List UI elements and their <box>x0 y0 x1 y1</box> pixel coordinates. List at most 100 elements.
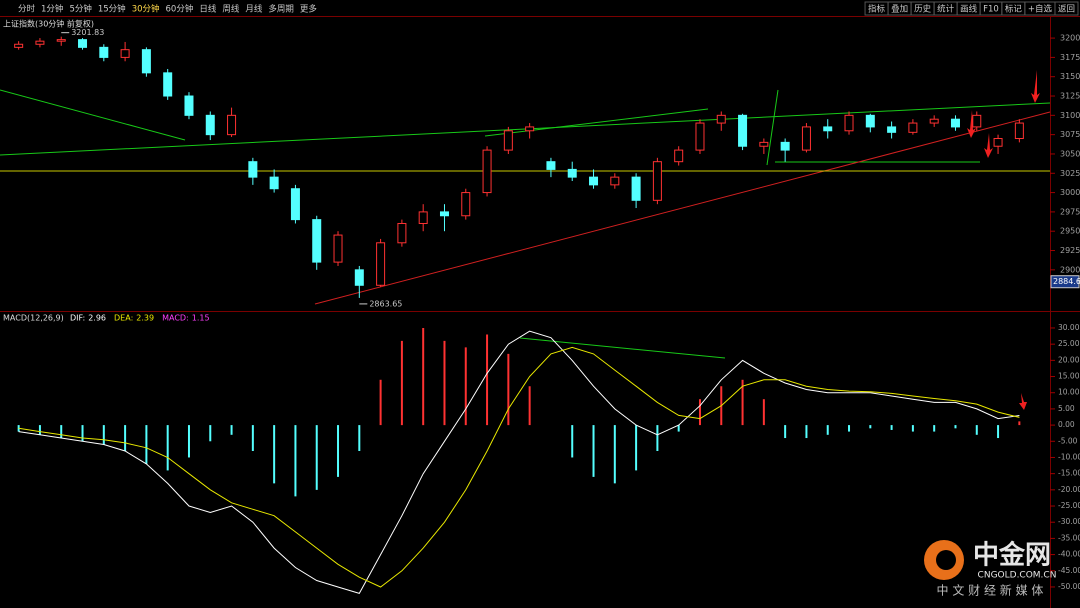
brand: 中金网 <box>973 540 1051 571</box>
candle-body <box>290 188 300 221</box>
y-tick-label: 20.00 <box>1058 355 1080 364</box>
candle-body <box>546 161 556 170</box>
arrow <box>984 133 993 158</box>
candle-body <box>674 149 684 163</box>
macd-line <box>18 330 1020 594</box>
y-tick-label: 15.00 <box>1058 372 1080 381</box>
legend-name: MACD: <box>162 314 189 323</box>
y-tick-label: -40.00 <box>1058 550 1080 559</box>
tool-button[interactable]: 叠加 <box>891 4 908 15</box>
y-tick-label: 0.00 <box>1058 420 1075 429</box>
candle-body <box>461 192 471 217</box>
y-tick-label: 3100 <box>1060 111 1080 120</box>
period-tab[interactable]: 60分钟 <box>166 4 194 15</box>
candle-body <box>631 176 641 201</box>
period-tab[interactable]: 多周期 <box>268 4 294 15</box>
period-tab[interactable]: 5分钟 <box>69 4 91 15</box>
annotation-label: 3201.83 <box>71 28 104 37</box>
legend-value: 1.15 <box>192 314 210 323</box>
candle-body <box>312 219 322 263</box>
y-tick-label: 2975 <box>1060 207 1080 216</box>
chart-title: 上证指数(30分钟 前复权) <box>3 19 94 29</box>
y-tick-label: 3200 <box>1060 34 1080 43</box>
legend-name: DIF: <box>70 314 85 323</box>
candle-body <box>35 40 45 45</box>
trend-line <box>484 108 709 137</box>
period-tab[interactable]: 周线 <box>222 4 240 15</box>
trend-line <box>314 111 1051 305</box>
candle-body <box>333 234 343 263</box>
trend-line <box>0 102 1051 156</box>
tool-button[interactable]: 返回 <box>1058 4 1075 15</box>
candle-body <box>1014 122 1024 140</box>
candle-body <box>120 49 130 58</box>
y-tick-label: 3150 <box>1060 72 1080 81</box>
candle-body <box>823 126 833 132</box>
tool-button[interactable]: +自选 <box>1028 4 1053 15</box>
tool-button[interactable]: 统计 <box>937 4 955 15</box>
trend-line <box>0 89 186 141</box>
slogan: 中 文 财 经 新 媒 体 <box>937 583 1044 598</box>
candle-body <box>887 126 897 133</box>
candle-body <box>184 95 194 116</box>
y-tick-label: -35.00 <box>1058 533 1080 542</box>
watermark: 中金网 CNGOLD.COM.CN 中 文 财 经 新 媒 体 <box>924 540 1056 598</box>
candle-body <box>248 161 258 178</box>
y-tick-label: 3075 <box>1060 130 1080 139</box>
y-tick-label: -45.00 <box>1058 566 1080 575</box>
tool-button[interactable]: 指标 <box>868 4 886 15</box>
candle-body <box>376 242 386 286</box>
candle-body <box>14 43 24 48</box>
y-tick-label: 2950 <box>1060 227 1080 236</box>
candle-body <box>163 72 173 97</box>
arrow <box>1031 70 1040 103</box>
candle-body <box>908 122 918 133</box>
candle-body <box>780 141 790 151</box>
candle-body <box>269 176 279 190</box>
logo <box>936 550 956 570</box>
legend-name: DEA: <box>114 314 133 323</box>
candle-body <box>716 114 726 124</box>
candle-body <box>439 211 449 217</box>
tool-button[interactable]: 历史 <box>914 4 932 15</box>
y-tick-label: -15.00 <box>1058 469 1080 478</box>
period-tab[interactable]: 更多 <box>300 4 318 15</box>
candle-body <box>525 126 535 132</box>
period-tab[interactable]: 分时 <box>18 4 36 15</box>
y-tick-label: -50.00 <box>1058 582 1080 591</box>
candle-body <box>205 114 215 136</box>
candle-body <box>56 39 66 42</box>
candle-body <box>929 118 939 124</box>
macd-line <box>18 346 1020 588</box>
arrow <box>1019 393 1027 410</box>
candle-body <box>610 176 620 186</box>
period-tab[interactable]: 日线 <box>199 4 217 15</box>
y-tick-label: 3125 <box>1060 92 1080 101</box>
y-tick-label: 3175 <box>1060 53 1080 62</box>
period-tab[interactable]: 月线 <box>245 4 263 15</box>
candle-body <box>78 39 88 48</box>
period-tab[interactable]: 30分钟 <box>132 4 160 15</box>
candle-body <box>993 138 1003 147</box>
arrow <box>967 110 976 138</box>
y-tick-label: 10.00 <box>1058 388 1080 397</box>
y-tick-label: 2900 <box>1060 265 1080 274</box>
candle-body <box>99 46 109 58</box>
tool-button[interactable]: F10 <box>983 5 999 15</box>
candle-body <box>972 114 982 128</box>
last-price-box <box>1050 275 1080 289</box>
y-tick-label: -5.00 <box>1058 436 1078 445</box>
candle-body <box>695 122 705 151</box>
y-tick-label: 5.00 <box>1058 404 1075 413</box>
tool-button[interactable]: 画线 <box>960 4 978 15</box>
y-tick-label: -30.00 <box>1058 517 1080 526</box>
last-price-label: 2884.6 <box>1053 277 1080 286</box>
period-tab[interactable]: 1分钟 <box>41 4 63 15</box>
tool-button[interactable]: 标记 <box>1005 4 1023 15</box>
y-tick-label: 3025 <box>1060 169 1080 178</box>
candle-body <box>844 114 854 132</box>
annotation-label: 2863.65 <box>369 299 402 308</box>
period-tab[interactable]: 15分钟 <box>98 4 126 15</box>
